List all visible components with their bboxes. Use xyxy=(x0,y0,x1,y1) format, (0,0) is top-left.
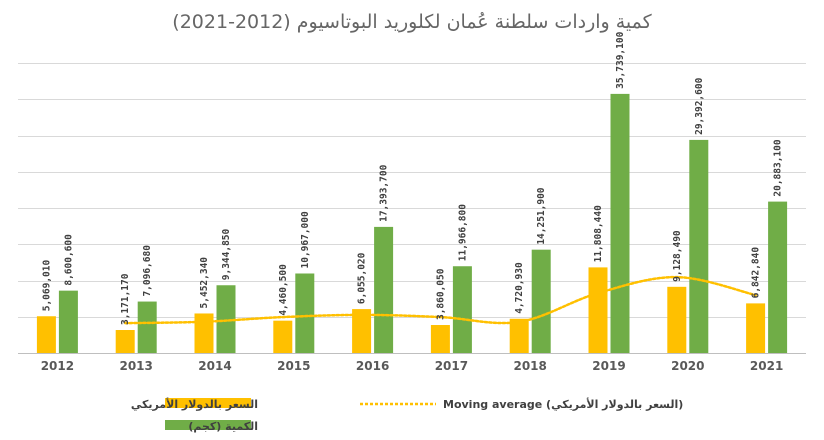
moving-average-line xyxy=(123,275,757,325)
legend-swatch-quantity xyxy=(165,420,251,430)
chart-title: كمية واردات سلطنة عُمان لكلوريد البوتاسي… xyxy=(172,11,652,33)
bar-price xyxy=(746,303,766,353)
data-label-quantity: 17,393,700 xyxy=(379,164,390,221)
bar-price xyxy=(36,316,56,353)
bar-price xyxy=(273,320,293,353)
bar-quantity xyxy=(452,266,472,353)
category-label: 2014 xyxy=(198,359,231,373)
data-label-quantity: 20,883,100 xyxy=(773,139,784,196)
bar-quantity xyxy=(216,285,236,353)
category-label: 2020 xyxy=(671,359,704,373)
data-labels: 5,069,010 8,600,600 3,171,170 7,096,680 5,45… xyxy=(41,31,783,325)
gridlines xyxy=(18,63,806,354)
data-label-price: 6,842,840 xyxy=(751,247,762,299)
category-label: 2015 xyxy=(277,359,310,373)
bar-price xyxy=(352,309,372,353)
data-label-price: 4,720,930 xyxy=(514,262,525,314)
data-label-price: 9,128,490 xyxy=(672,230,683,282)
data-label-quantity: 7,096,680 xyxy=(142,245,153,297)
category-label: 2019 xyxy=(592,359,625,373)
data-label-quantity: 14,251,900 xyxy=(536,187,547,244)
bar-price xyxy=(509,318,529,353)
legend: السعر بالدولار الأمريكي Moving average (… xyxy=(131,397,683,433)
category-label: 2013 xyxy=(119,359,152,373)
bar-quantity xyxy=(689,139,709,353)
data-label-price: 11,808,440 xyxy=(593,205,604,262)
bar-price xyxy=(194,313,214,353)
bar-quantity xyxy=(531,249,551,353)
data-label-quantity: 11,966,800 xyxy=(457,204,468,261)
data-label-price: 6,055,020 xyxy=(357,252,368,304)
x-axis-labels: 2012 2013 2014 2015 2016 2017 2018 2019 2020 2021 xyxy=(41,359,784,373)
bar-price xyxy=(588,267,608,353)
data-label-price: 5,069,010 xyxy=(41,259,52,311)
data-label-quantity: 8,600,600 xyxy=(63,234,74,286)
bar-price xyxy=(667,286,687,353)
legend-swatch-price xyxy=(165,398,251,408)
data-label-quantity: 10,967,000 xyxy=(300,211,311,268)
bar-price xyxy=(430,325,450,353)
bars xyxy=(36,93,788,353)
legend-label-moving-average: Moving average (السعر بالدولار الأمريكي) xyxy=(443,397,683,411)
data-label-price: 4,460,500 xyxy=(278,264,289,316)
bar-quantity xyxy=(295,273,315,353)
category-label: 2017 xyxy=(435,359,468,373)
category-label: 2021 xyxy=(750,359,783,373)
bar-price xyxy=(115,330,135,353)
bar-quantity xyxy=(58,290,78,353)
bar-quantity xyxy=(768,201,788,353)
category-label: 2012 xyxy=(41,359,74,373)
legend-label-quantity: الكمية (كجم) xyxy=(188,420,258,433)
legend-label-price: السعر بالدولار الأمريكي xyxy=(131,397,258,411)
data-label-quantity: 9,344,850 xyxy=(221,228,232,280)
data-label-price: 3,171,170 xyxy=(120,273,131,325)
data-label-quantity: 29,392,600 xyxy=(694,77,705,134)
data-label-quantity: 35,739,100 xyxy=(615,31,626,88)
bar-quantity xyxy=(374,226,394,353)
data-label-price: 3,860,050 xyxy=(435,268,446,320)
category-label: 2018 xyxy=(513,359,546,373)
moving-average xyxy=(123,275,757,325)
bar-quantity xyxy=(610,93,630,353)
bar-quantity xyxy=(137,301,157,353)
category-label: 2016 xyxy=(356,359,389,373)
data-label-price: 5,452,340 xyxy=(199,257,210,309)
